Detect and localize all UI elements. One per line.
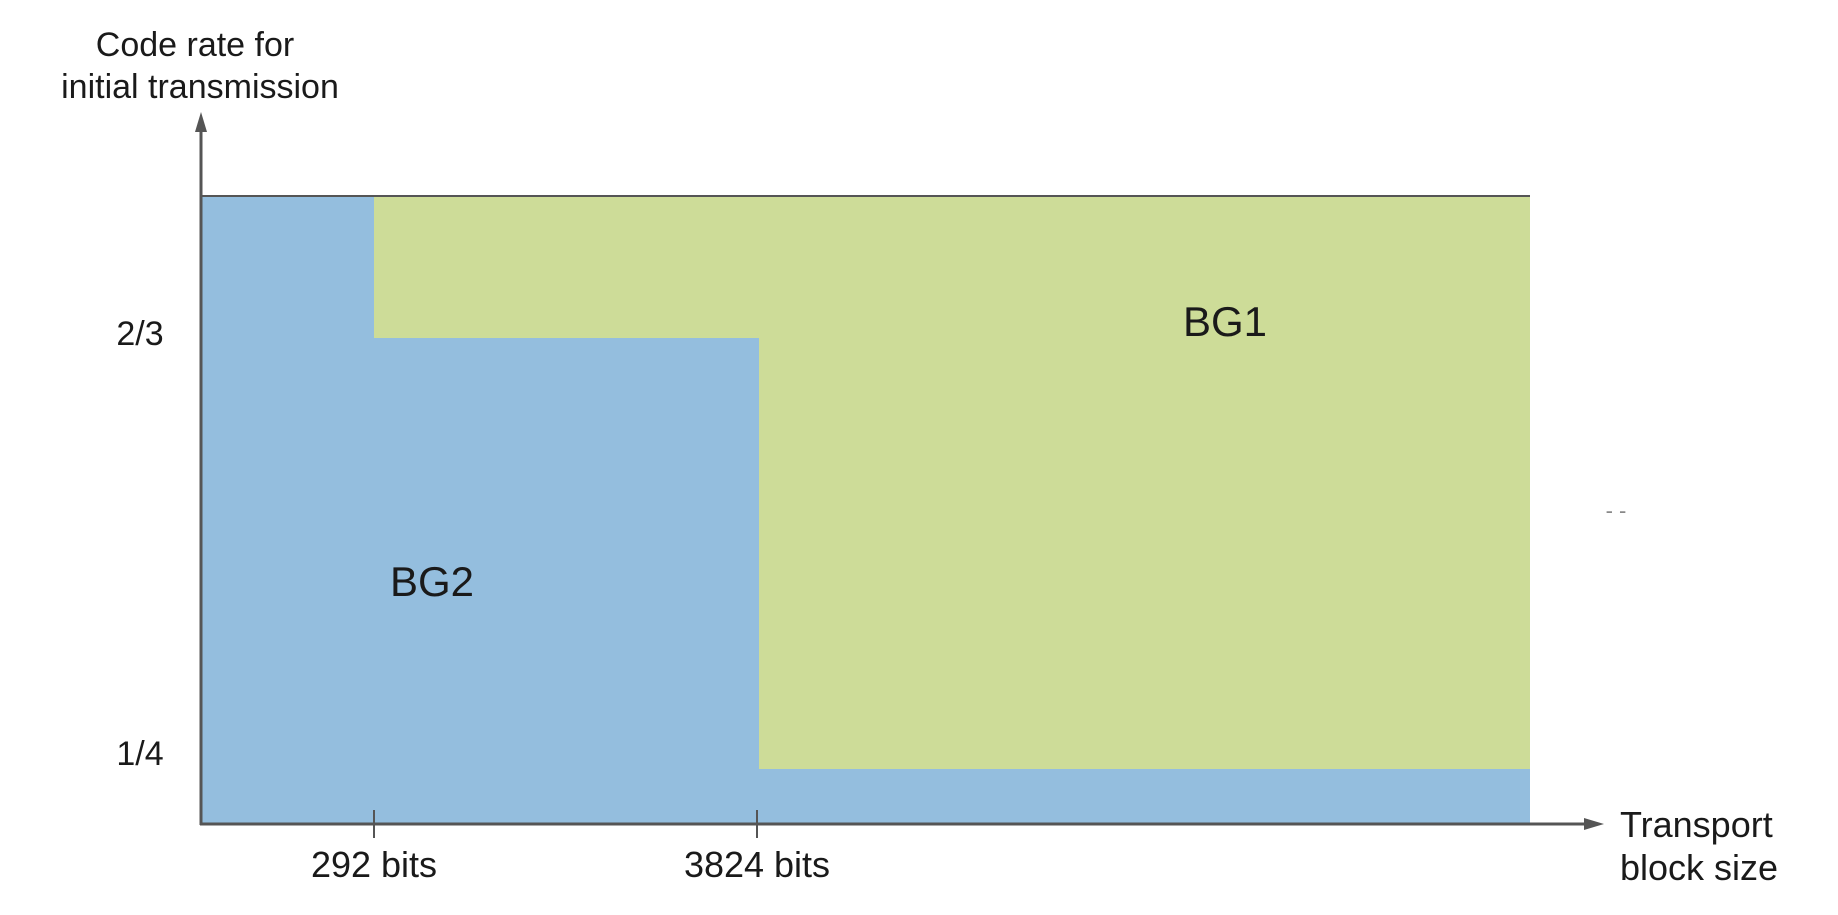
artifact-mark: - - xyxy=(1606,498,1627,523)
bg1-region xyxy=(374,196,1530,769)
x-tick-label-3824: 3824 bits xyxy=(684,844,830,885)
bg1-label: BG1 xyxy=(1183,298,1267,345)
x-axis-title-line2: block size xyxy=(1620,847,1778,888)
x-tick-label-292: 292 bits xyxy=(311,844,437,885)
bg2-label: BG2 xyxy=(390,558,474,605)
y-tick-label-1-4: 1/4 xyxy=(116,735,163,773)
y-axis-title-line1: Code rate for xyxy=(96,26,294,64)
y-axis-title-line2: initial transmission xyxy=(61,68,339,106)
x-axis-arrowhead xyxy=(1584,818,1604,830)
y-tick-label-2-3: 2/3 xyxy=(116,315,163,353)
y-axis-arrowhead xyxy=(195,112,207,132)
x-axis-title-line1: Transport xyxy=(1620,804,1773,845)
